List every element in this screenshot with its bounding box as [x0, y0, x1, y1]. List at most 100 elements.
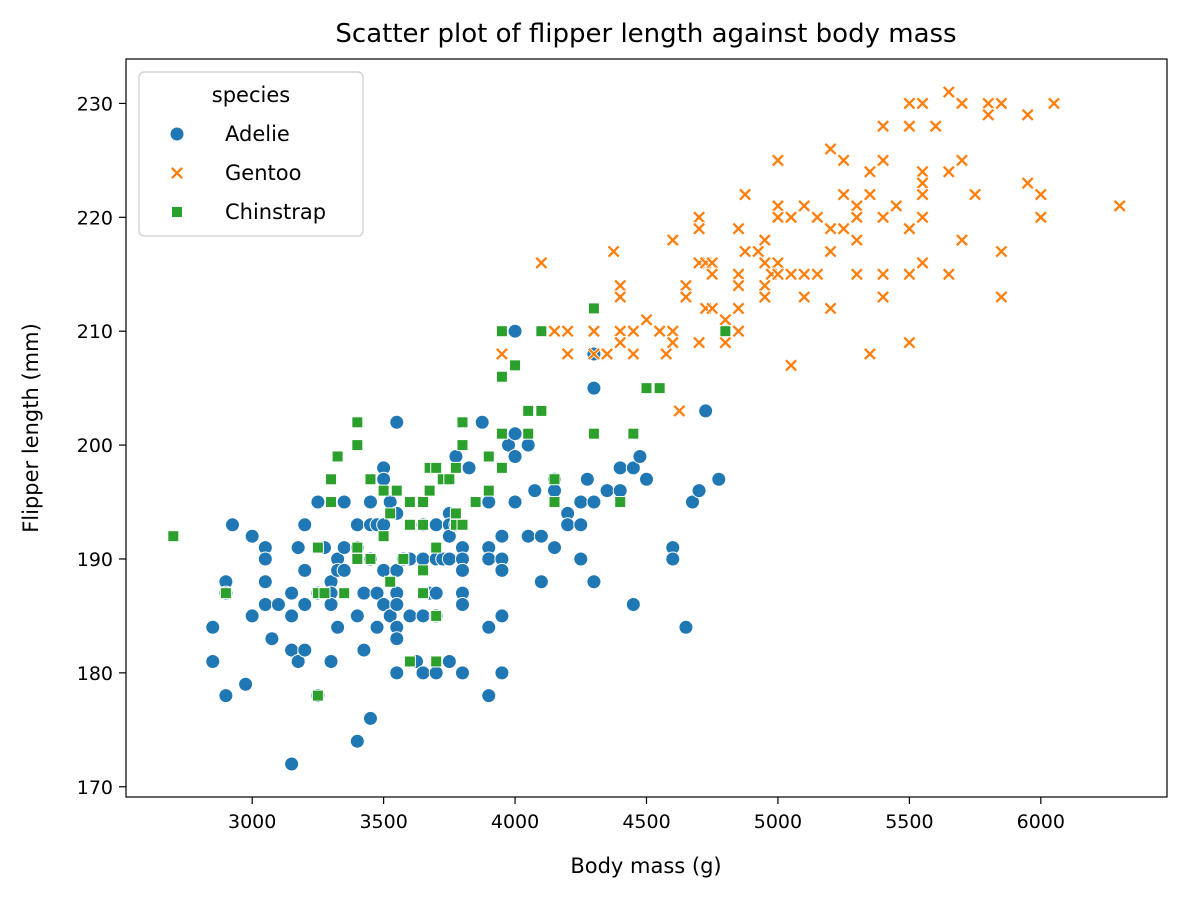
data-point-chinstrap — [548, 473, 561, 486]
data-point-gentoo — [1020, 176, 1035, 191]
data-point-adelie — [402, 608, 418, 624]
y-tick-label: 190 — [77, 549, 113, 571]
data-point-adelie — [494, 608, 510, 624]
data-point-adelie — [297, 517, 313, 533]
data-point-gentoo — [876, 153, 891, 168]
data-point-gentoo — [954, 233, 970, 248]
data-point-adelie — [448, 448, 464, 464]
x-tick-label: 5000 — [754, 811, 802, 833]
data-point-chinstrap — [443, 473, 456, 486]
data-point-adelie — [369, 585, 385, 601]
data-point-gentoo — [672, 403, 687, 418]
legend-label-chinstrap: Chinstrap — [225, 200, 326, 224]
data-point-adelie — [376, 471, 392, 487]
data-point-gentoo — [902, 119, 917, 134]
data-point-gentoo — [560, 346, 575, 362]
data-point-adelie — [507, 426, 523, 442]
data-point-chinstrap — [430, 541, 443, 554]
data-point-adelie — [625, 460, 641, 476]
data-point-adelie — [481, 551, 497, 567]
data-point-chinstrap — [522, 404, 535, 417]
data-point-adelie — [356, 585, 372, 601]
data-point-gentoo — [560, 324, 575, 339]
data-point-adelie — [625, 597, 641, 613]
data-point-adelie — [205, 619, 221, 635]
data-point-adelie — [362, 710, 378, 726]
data-point-adelie — [224, 517, 240, 533]
legend: species Adelie Gentoo Chinstrap — [138, 71, 364, 237]
data-point-chinstrap — [311, 689, 324, 702]
data-point-gentoo — [994, 244, 1009, 259]
data-point-chinstrap — [430, 609, 443, 622]
data-point-adelie — [428, 517, 444, 533]
data-point-adelie — [323, 653, 339, 669]
data-point-chinstrap — [456, 518, 469, 531]
data-point-adelie — [284, 585, 300, 601]
data-point-gentoo — [862, 187, 878, 202]
data-point-gentoo — [770, 153, 786, 168]
data-point-gentoo — [797, 267, 812, 282]
data-point-adelie — [376, 562, 392, 578]
data-point-gentoo — [902, 96, 917, 111]
data-point-gentoo — [915, 210, 930, 225]
data-point-adelie — [244, 528, 260, 544]
data-point-chinstrap — [397, 552, 410, 565]
data-point-chinstrap — [417, 496, 430, 509]
x-tick-label: 3500 — [359, 811, 407, 833]
data-point-chinstrap — [456, 416, 469, 429]
data-point-chinstrap — [456, 439, 469, 452]
data-point-gentoo — [731, 221, 746, 236]
data-point-adelie — [454, 665, 470, 681]
data-point-gentoo — [586, 324, 601, 339]
y-axis-label: Flipper length (mm) — [19, 323, 43, 533]
data-point-gentoo — [534, 255, 549, 270]
data-point-adelie — [527, 483, 543, 499]
data-point-chinstrap — [548, 496, 561, 509]
data-point-adelie — [205, 653, 221, 669]
data-point-gentoo — [902, 267, 917, 282]
data-point-gentoo — [665, 233, 680, 248]
data-point-gentoo — [1033, 187, 1048, 202]
data-point-adelie — [415, 608, 431, 624]
data-point-gentoo — [1112, 198, 1127, 213]
data-point-adelie — [356, 642, 372, 658]
data-point-adelie — [599, 483, 615, 499]
data-point-chinstrap — [509, 359, 522, 372]
data-point-chinstrap — [535, 404, 548, 417]
data-point-adelie — [257, 574, 273, 590]
data-point-gentoo — [823, 244, 838, 259]
data-point-chinstrap — [430, 461, 443, 474]
data-point-gentoo — [626, 324, 641, 339]
data-point-gentoo — [862, 346, 878, 362]
data-point-gentoo — [876, 289, 891, 305]
data-point-adelie — [586, 380, 602, 396]
data-point-chinstrap — [384, 575, 397, 588]
legend-entries: Adelie Gentoo Chinstrap — [169, 122, 326, 224]
data-point-gentoo — [915, 187, 930, 202]
x-tick-label: 3000 — [228, 811, 276, 833]
data-point-chinstrap — [325, 473, 338, 486]
data-point-adelie — [389, 562, 405, 578]
data-point-adelie — [218, 688, 234, 704]
y-tick-label: 210 — [77, 321, 113, 343]
data-point-adelie — [612, 483, 628, 499]
data-point-adelie — [441, 653, 457, 669]
data-point-gentoo — [876, 119, 891, 134]
data-point-adelie — [507, 323, 523, 339]
data-point-chinstrap — [390, 484, 403, 497]
data-point-gentoo — [941, 267, 956, 282]
x-tick-label: 4500 — [622, 811, 670, 833]
data-point-gentoo — [692, 221, 707, 236]
data-point-adelie — [297, 642, 313, 658]
x-axis-label: Body mass (g) — [570, 854, 721, 878]
data-point-gentoo — [902, 221, 917, 236]
y-tick-label: 220 — [77, 207, 113, 229]
data-point-gentoo — [652, 324, 667, 339]
legend-marker-adelie — [169, 126, 185, 142]
data-point-gentoo — [586, 346, 601, 362]
data-point-gentoo — [494, 346, 509, 362]
data-point-gentoo — [994, 96, 1009, 111]
data-point-chinstrap — [351, 439, 364, 452]
data-point-chinstrap — [614, 496, 627, 509]
